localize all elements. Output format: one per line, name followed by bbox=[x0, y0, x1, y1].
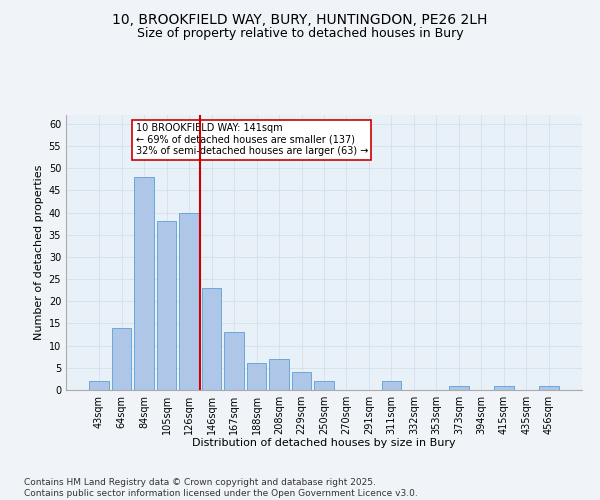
X-axis label: Distribution of detached houses by size in Bury: Distribution of detached houses by size … bbox=[192, 438, 456, 448]
Bar bbox=[134, 177, 154, 390]
Bar bbox=[269, 359, 289, 390]
Bar bbox=[449, 386, 469, 390]
Bar bbox=[179, 212, 199, 390]
Y-axis label: Number of detached properties: Number of detached properties bbox=[34, 165, 44, 340]
Bar bbox=[89, 381, 109, 390]
Bar bbox=[224, 332, 244, 390]
Text: 10, BROOKFIELD WAY, BURY, HUNTINGDON, PE26 2LH: 10, BROOKFIELD WAY, BURY, HUNTINGDON, PE… bbox=[112, 12, 488, 26]
Bar bbox=[539, 386, 559, 390]
Bar bbox=[157, 222, 176, 390]
Bar bbox=[382, 381, 401, 390]
Bar bbox=[494, 386, 514, 390]
Bar bbox=[314, 381, 334, 390]
Text: Size of property relative to detached houses in Bury: Size of property relative to detached ho… bbox=[137, 28, 463, 40]
Bar bbox=[247, 364, 266, 390]
Text: Contains HM Land Registry data © Crown copyright and database right 2025.
Contai: Contains HM Land Registry data © Crown c… bbox=[24, 478, 418, 498]
Text: 10 BROOKFIELD WAY: 141sqm
← 69% of detached houses are smaller (137)
32% of semi: 10 BROOKFIELD WAY: 141sqm ← 69% of detac… bbox=[136, 123, 368, 156]
Bar bbox=[202, 288, 221, 390]
Bar bbox=[112, 328, 131, 390]
Bar bbox=[292, 372, 311, 390]
